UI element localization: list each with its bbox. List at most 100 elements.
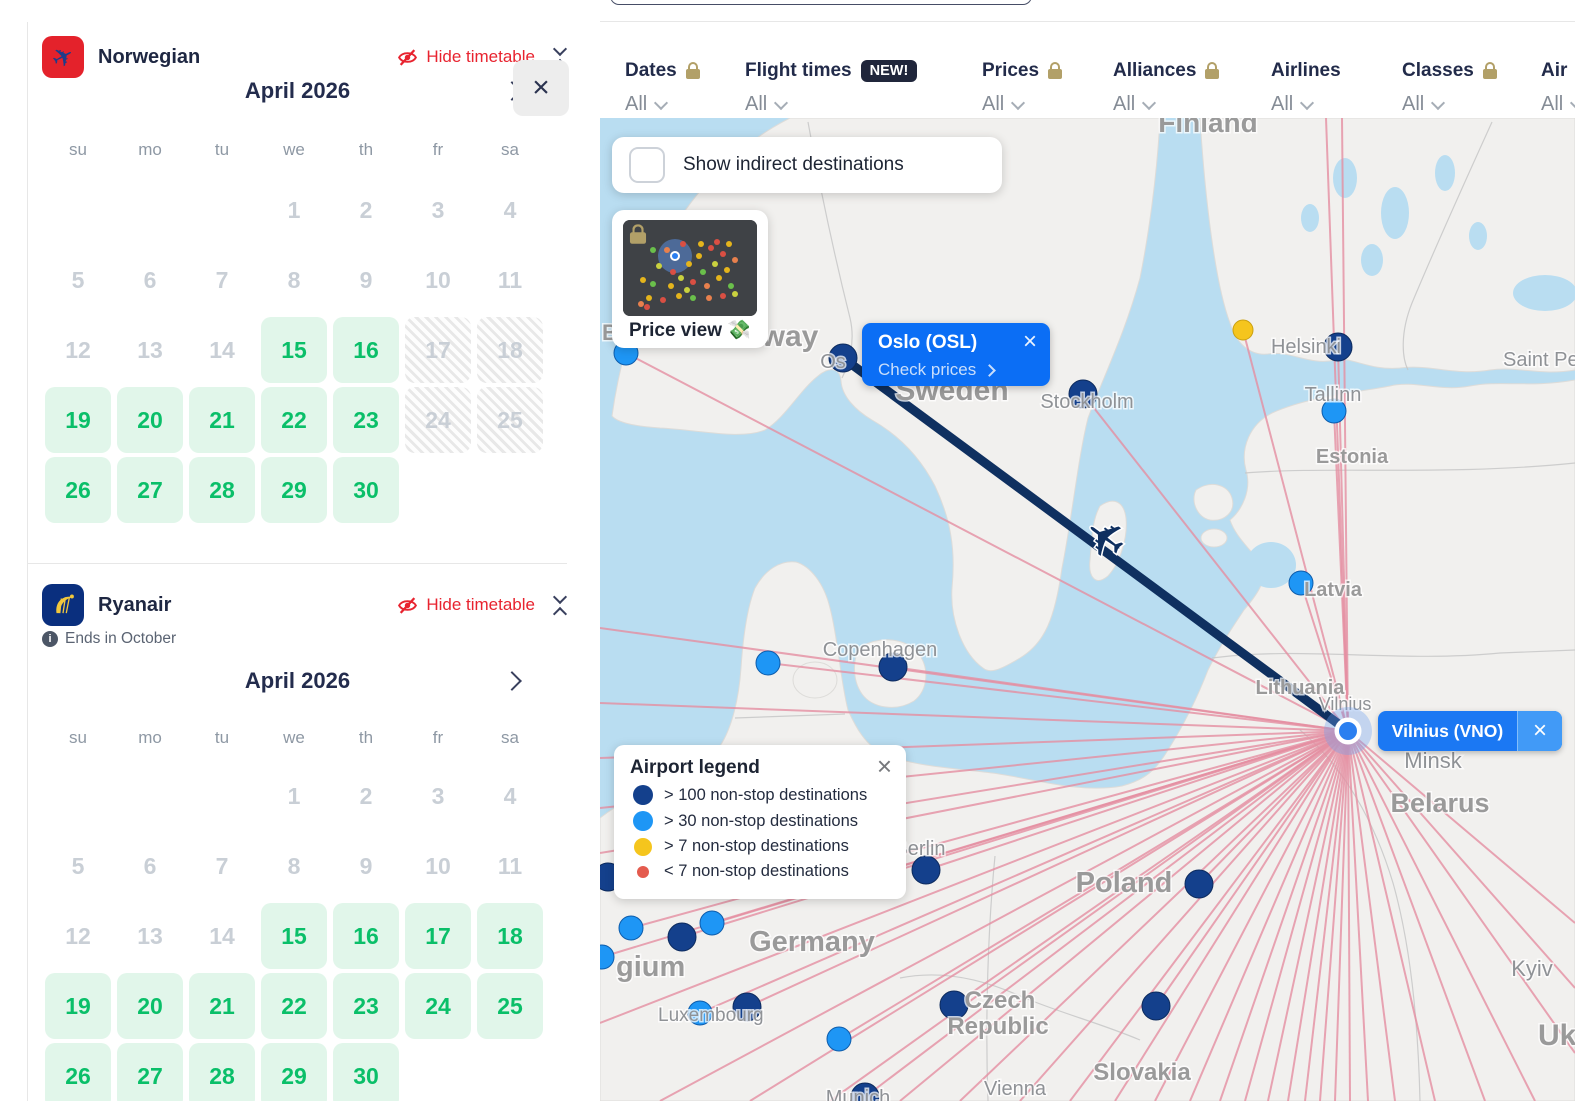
airport-marker-yellow[interactable]: [1232, 319, 1254, 341]
calendar-empty: [477, 1043, 543, 1101]
route-map[interactable]: ✈ FinlandBewayOsSwedenStockholmHelsinkiS…: [600, 118, 1575, 1101]
calendar-day[interactable]: 19: [45, 973, 111, 1039]
route-line: [1267, 730, 1349, 1101]
origin-airport-marker[interactable]: [1339, 722, 1357, 740]
calendar-day[interactable]: 19: [45, 387, 111, 453]
close-icon[interactable]: ×: [1517, 711, 1562, 751]
hide-timetable-button[interactable]: Hide timetable: [397, 47, 535, 68]
calendar-day[interactable]: 27: [117, 457, 183, 523]
close-calendar-button[interactable]: ×: [513, 60, 569, 116]
airport-marker-navy[interactable]: [732, 992, 762, 1022]
calendar-day[interactable]: 24: [405, 973, 471, 1039]
weekday-label: mo: [138, 140, 162, 159]
airport-marker-blue[interactable]: [1321, 398, 1347, 424]
calendar-day[interactable]: 28: [189, 457, 255, 523]
calendar-day[interactable]: 16: [333, 903, 399, 969]
calendar-day[interactable]: 29: [261, 1043, 327, 1101]
airport-marker-blue[interactable]: [699, 910, 725, 936]
airport-marker-blue[interactable]: [826, 1026, 852, 1052]
route-line: [1347, 730, 1396, 1101]
calendar-day[interactable]: 22: [261, 387, 327, 453]
calendar-day[interactable]: 22: [261, 973, 327, 1039]
legend-dot: [633, 811, 653, 831]
calendar-day[interactable]: 23: [333, 973, 399, 1039]
weekday-label: th: [358, 728, 374, 747]
filter-air[interactable]: Air All: [1541, 60, 1575, 116]
calendar-day[interactable]: 21: [189, 387, 255, 453]
calendar-day[interactable]: 18: [477, 903, 543, 969]
show-indirect-checkbox[interactable]: [629, 147, 665, 183]
calendar-day[interactable]: 16: [333, 317, 399, 383]
map-label: Tallinn: [1305, 384, 1362, 406]
airport-marker-navy[interactable]: [667, 922, 697, 952]
calendar-day[interactable]: 30: [333, 457, 399, 523]
collapse-chevrons[interactable]: [552, 589, 568, 621]
airport-marker-blue[interactable]: [1288, 570, 1314, 596]
filter-classes[interactable]: Classes All: [1402, 60, 1497, 116]
airport-marker-blue[interactable]: [618, 915, 644, 941]
airline-logo: [42, 584, 84, 626]
airport-marker-navy[interactable]: [939, 990, 969, 1020]
close-icon[interactable]: ×: [1022, 328, 1037, 355]
route-line: [625, 352, 1349, 732]
calendar-day[interactable]: 26: [45, 1043, 111, 1101]
filter-alliances[interactable]: Alliances All: [1113, 60, 1220, 116]
route-line: [1154, 730, 1349, 1101]
filter-prices[interactable]: Prices All: [982, 60, 1063, 116]
calendar-day[interactable]: 17: [405, 903, 471, 969]
airport-marker-navy[interactable]: [1323, 332, 1353, 362]
calendar-day[interactable]: 15: [261, 317, 327, 383]
calendar-day[interactable]: 21: [189, 973, 255, 1039]
close-icon[interactable]: ×: [876, 751, 892, 781]
route-line: [1347, 730, 1351, 1101]
chevron-down-icon: [774, 95, 789, 110]
map-canvas: ✈ FinlandBewayOsSwedenStockholmHelsinkiS…: [600, 118, 1575, 1101]
filter-flight-times[interactable]: Flight times NEW! All: [745, 60, 918, 116]
airport-marker-blue[interactable]: [600, 944, 615, 970]
calendar-day[interactable]: 20: [117, 973, 183, 1039]
price-view-thumbnail: [623, 220, 757, 316]
airport-marker-navy[interactable]: [828, 343, 858, 373]
airport-marker-blue[interactable]: [755, 650, 781, 676]
eye-off-icon: [398, 48, 418, 66]
route-line: [864, 730, 1349, 1098]
map-label: Stockholm: [1040, 391, 1133, 413]
filter-airlines[interactable]: Airlines All: [1271, 60, 1341, 115]
airport-marker-navy[interactable]: [911, 855, 941, 885]
airport-marker-navy[interactable]: [1184, 869, 1214, 899]
calendar-day[interactable]: 15: [261, 903, 327, 969]
airport-marker-navy[interactable]: [1068, 379, 1098, 409]
vilnius-popup[interactable]: Vilnius (VNO) ×: [1378, 711, 1562, 751]
calendar-day[interactable]: 26: [45, 457, 111, 523]
filter-dates[interactable]: Dates All: [625, 60, 700, 116]
plane-icon: ✈: [1072, 501, 1140, 573]
check-prices-link[interactable]: Check prices: [878, 360, 997, 380]
calendar-day[interactable]: 20: [117, 387, 183, 453]
price-view-card[interactable]: Price view 💸: [612, 210, 768, 348]
calendar-empty: [45, 763, 111, 829]
calendar-day[interactable]: 27: [117, 1043, 183, 1101]
calendar-day[interactable]: 28: [189, 1043, 255, 1101]
hide-timetable-button[interactable]: Hide timetable: [397, 595, 535, 616]
calendar-day[interactable]: 23: [333, 387, 399, 453]
calendar-day: 5: [71, 852, 85, 879]
map-label: Munich: [826, 1087, 890, 1101]
lock-icon: [685, 62, 700, 79]
calendar-day[interactable]: 25: [477, 973, 543, 1039]
airport-marker-navy[interactable]: [878, 652, 908, 682]
route-line: [1082, 393, 1349, 732]
legend-dot: [633, 785, 653, 805]
map-label: Estonia: [1316, 446, 1389, 468]
calendar-day[interactable]: 29: [261, 457, 327, 523]
airport-marker-navy[interactable]: [850, 1082, 880, 1101]
route-line: [1244, 730, 1349, 1101]
weekday-label: su: [69, 140, 87, 159]
airport-marker-blue[interactable]: [687, 1000, 713, 1026]
calendar-day: 1: [287, 782, 301, 809]
search-pill-remnant: [610, 0, 1032, 5]
calendar-day[interactable]: 30: [333, 1043, 399, 1101]
panel-border: [27, 22, 28, 1101]
airport-marker-navy[interactable]: [1141, 991, 1171, 1021]
airline-logo: ✈: [42, 36, 84, 78]
calendar-day: 10: [425, 852, 451, 879]
